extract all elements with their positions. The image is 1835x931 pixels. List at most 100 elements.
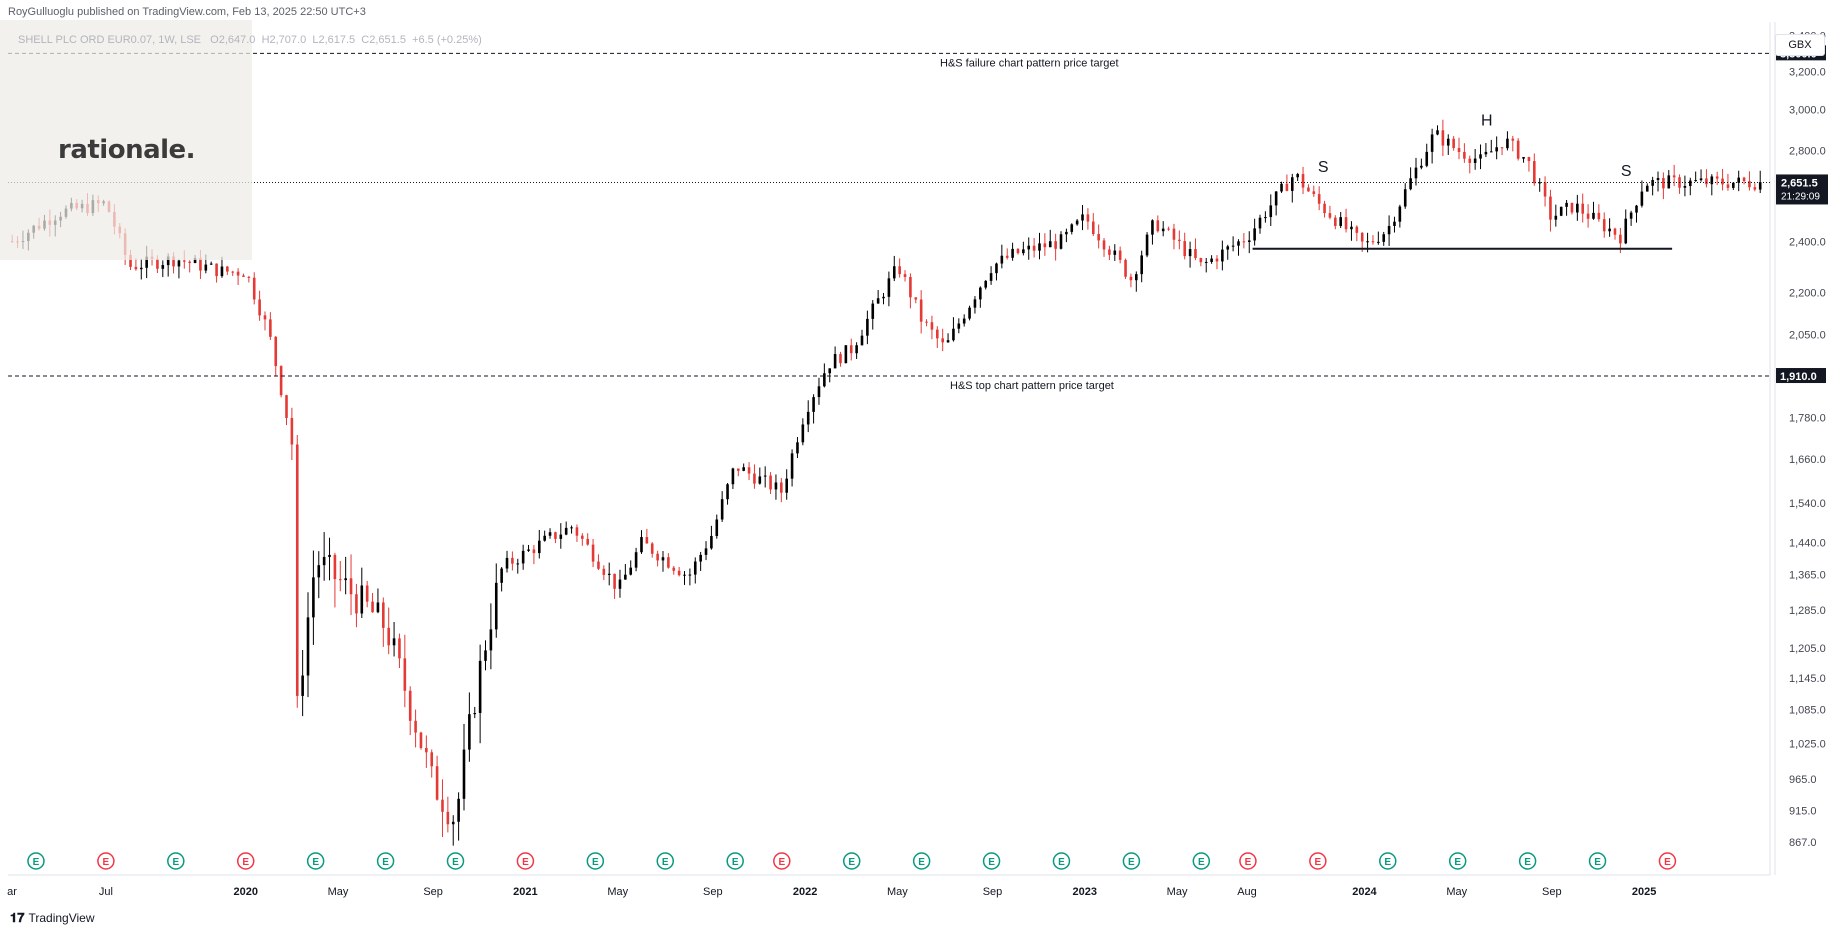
candle-body	[640, 537, 643, 553]
candle-body	[898, 266, 901, 275]
candle-body	[290, 417, 294, 445]
candle-body	[1409, 178, 1412, 190]
symbol-ohlc: SHELL PLC ORD EUR0.07, 1W, LSE O2,647.0 …	[18, 34, 482, 46]
target-level-label: H&S failure chart pattern price target	[940, 57, 1119, 69]
candle-body	[1022, 249, 1025, 254]
y-tick-label: 965.0	[1789, 774, 1817, 786]
dividend-marker	[1122, 852, 1141, 870]
candle-body	[295, 444, 299, 696]
candle-body	[892, 266, 896, 279]
candle-body	[1613, 228, 1617, 235]
candle-body	[1511, 138, 1515, 141]
candle-body	[1559, 206, 1563, 216]
dividend-marker	[1658, 852, 1677, 870]
x-tick-label: 2024	[1352, 886, 1377, 898]
x-tick-label: 2023	[1073, 886, 1097, 898]
candle-body	[1237, 241, 1240, 246]
dividend-marker-letter: E	[988, 857, 995, 868]
candle-body	[1247, 240, 1251, 242]
candle-body	[849, 345, 853, 354]
candle-body	[774, 482, 778, 490]
candle-body	[1172, 228, 1176, 240]
candle-body	[306, 617, 310, 676]
candle-body	[1059, 234, 1063, 249]
candle-body	[554, 532, 557, 539]
candle-body	[1484, 151, 1488, 155]
y-tick-label: 1,540.0	[1789, 498, 1826, 510]
candle-body	[1301, 174, 1305, 188]
candle-body	[220, 266, 224, 277]
candle-body	[425, 747, 428, 753]
candle-body	[365, 585, 369, 602]
candle-body	[1683, 185, 1687, 188]
candle-body	[1048, 241, 1052, 248]
candle-body	[1215, 258, 1219, 262]
currency-button[interactable]: GBX	[1775, 34, 1825, 56]
candle-body	[1355, 226, 1359, 233]
candle-body	[1672, 175, 1676, 178]
candle-body	[1732, 182, 1735, 188]
candle-body	[1425, 151, 1429, 166]
candle-body	[1742, 177, 1746, 182]
candle-body	[591, 544, 595, 562]
candle-body	[607, 573, 611, 575]
dividend-marker	[236, 852, 255, 870]
tradingview-logo-icon: 𝟏𝟕	[10, 910, 25, 925]
candle-body	[1258, 217, 1262, 229]
candle-body	[1576, 203, 1579, 213]
dividend-marker-letter: E	[1198, 857, 1205, 868]
y-tick-label: 2,200.0	[1789, 288, 1826, 300]
candle-body	[430, 752, 434, 767]
candle-body	[887, 278, 891, 297]
candle-body	[1748, 181, 1751, 188]
candle-body	[1178, 239, 1181, 242]
candle-body	[1135, 274, 1138, 281]
candle-body	[398, 638, 401, 659]
candle-body	[1108, 249, 1111, 255]
open-value: O2,647.0	[210, 34, 256, 46]
dividend-marker	[1518, 852, 1537, 870]
x-tick-label: 2020	[233, 886, 257, 898]
candle-body	[1619, 234, 1622, 244]
y-tick-label: 1,440.0	[1789, 538, 1826, 550]
candle-body	[995, 263, 998, 274]
x-tick-label: Sep	[983, 886, 1003, 898]
candle-body	[747, 467, 751, 474]
dividend-marker-letter: E	[778, 857, 785, 868]
candle-body	[1533, 161, 1536, 184]
dividend-marker	[842, 852, 861, 870]
candle-body	[376, 602, 380, 613]
candle-body	[704, 548, 708, 555]
candle-body	[860, 335, 864, 346]
candle-body	[1602, 219, 1606, 232]
dividend-marker-letter: E	[662, 857, 669, 868]
candle-body	[1253, 228, 1256, 241]
candle-body	[1382, 234, 1386, 242]
candle-body	[763, 475, 767, 477]
y-tick-label: 3,200.0	[1789, 66, 1826, 78]
candle-body	[1721, 178, 1724, 185]
dividend-marker	[1239, 852, 1257, 870]
candle-body	[1635, 205, 1638, 213]
candle-body	[693, 561, 697, 575]
candle-body	[403, 658, 407, 691]
candle-body	[645, 537, 649, 544]
candle-body	[597, 561, 600, 569]
candle-body	[731, 468, 735, 485]
candle-body	[677, 570, 681, 576]
dividend-marker-letter: E	[103, 857, 110, 868]
candle-body	[753, 473, 756, 484]
candle-body	[1662, 178, 1665, 189]
y-tick-label: 1,365.0	[1789, 569, 1826, 581]
candle-body	[586, 538, 589, 545]
candle-body	[1436, 130, 1439, 135]
pattern-label: S	[1318, 159, 1329, 176]
candle-body	[828, 368, 832, 374]
candle-body	[252, 277, 256, 300]
candle-body	[1441, 130, 1445, 146]
candle-body	[1715, 176, 1719, 179]
candle-body	[1699, 178, 1703, 181]
dividend-marker	[982, 852, 1001, 870]
tradingview-brand[interactable]: 𝟏𝟕 TradingView	[10, 910, 95, 926]
